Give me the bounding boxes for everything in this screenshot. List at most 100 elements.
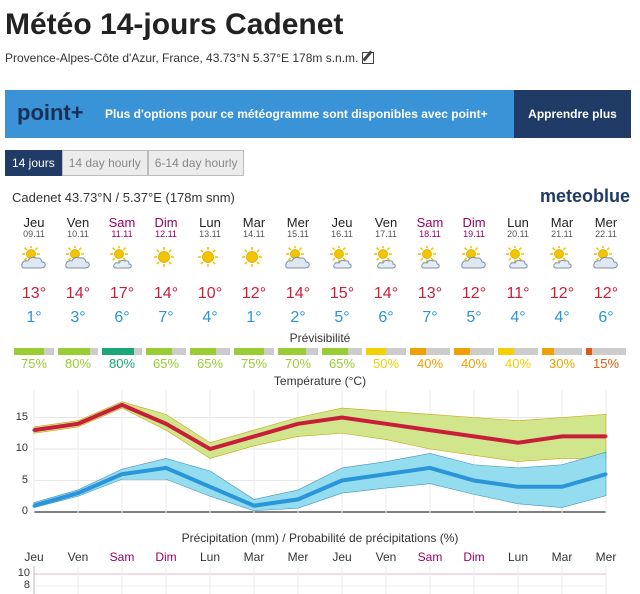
min-temperature: 5° [334, 309, 350, 326]
predictability-percent: 15% [592, 356, 620, 371]
min-temperature: 1° [246, 309, 262, 326]
day-name: Mar [242, 215, 266, 230]
day-name: Sam [416, 215, 444, 230]
precipitation-day-label: Mer [287, 550, 309, 564]
max-temperature-line [33, 402, 606, 452]
day-date: 21.11 [551, 229, 573, 239]
predictability-fill [410, 348, 426, 355]
max-temperature: 14° [285, 285, 311, 302]
predictability-percent: 80% [64, 356, 92, 371]
day-date: 16.11 [331, 229, 353, 239]
predictability-percent: 40% [460, 356, 488, 371]
precipitation-axis-tick: 10 [17, 567, 30, 579]
predictability-bar [366, 348, 406, 355]
precipitation-day-label: Dim [155, 550, 177, 564]
partly-cloudy-icon [584, 246, 628, 276]
precipitation-day-label: Mer [595, 550, 617, 564]
day-date: 19.11 [463, 229, 485, 239]
sun-cloud-icon [540, 246, 584, 276]
tab-14-days[interactable]: 14 jours [5, 150, 62, 176]
sunny-icon [144, 246, 188, 276]
temperature-chart-title: Température (°C) [273, 374, 367, 388]
predictability-fill [322, 348, 348, 355]
min-temperature-point [252, 504, 256, 508]
predictability-fill [278, 348, 306, 355]
predictability-bar [278, 348, 318, 355]
max-temperature-point [120, 403, 124, 407]
predictability-bar [410, 348, 450, 355]
min-temperature: 1° [26, 309, 42, 326]
predictability-bar [586, 348, 626, 355]
precipitation-day-label: Dim [463, 550, 485, 564]
precipitation-day-label: Sam [417, 550, 443, 564]
min-temperature-point [472, 479, 476, 482]
max-temperature: 10° [197, 285, 223, 302]
day-name: Lun [199, 215, 221, 230]
min-temperature-band [33, 451, 607, 512]
min-temperature-point [428, 466, 432, 470]
predictability-percent: 80% [108, 356, 136, 371]
min-temperature: 4° [510, 309, 526, 326]
predictability-percent: 40% [416, 356, 444, 371]
day-name: Mar [550, 215, 574, 230]
predictability-bar [322, 348, 362, 355]
partly-cloudy-icon [276, 246, 320, 276]
sun-cloud-icon [320, 246, 364, 276]
point-plus-banner: point+ Plus d'options pour ce météogramm… [5, 90, 631, 138]
max-temperature: 11° [506, 285, 530, 302]
day-name: Ven [374, 215, 398, 230]
min-temperature-point [340, 479, 344, 482]
temperature-axis-tick: 0 [21, 505, 28, 517]
max-temperature-point [208, 447, 212, 451]
precipitation-day-label: Mar [243, 550, 265, 564]
temperature-axis-tick: 15 [15, 410, 28, 423]
min-temperature-point [208, 485, 212, 489]
precipitation-day-label: Sam [109, 550, 135, 564]
max-temperature: 17° [109, 285, 135, 302]
location-subtitle-text: Provence-Alpes-Côte d'Azur, France, 43.7… [5, 51, 359, 65]
edit-icon[interactable] [362, 52, 375, 64]
sun-cloud-icon [364, 246, 408, 276]
forecast-tabs: 14 jours 14 day hourly 6-14 day hourly [5, 150, 245, 176]
learn-more-button[interactable]: Apprendre plus [514, 90, 631, 138]
predictability-percent: 40% [504, 356, 532, 371]
min-temperature-point [76, 491, 80, 495]
min-temperature: 6° [598, 309, 614, 326]
precipitation-day-label: Jeu [24, 550, 44, 564]
precipitation-axis-tick: 8 [23, 579, 30, 591]
predictability-label: Prévisibilité [289, 331, 351, 345]
meteoblue-logo[interactable]: meteoblue [539, 186, 630, 206]
predictability-fill [366, 348, 386, 355]
max-temperature-point [296, 422, 300, 426]
max-temperature-point [32, 428, 36, 432]
sun-cloud-icon [100, 246, 144, 276]
min-temperature-point [604, 472, 608, 476]
predictability-fill [586, 348, 592, 355]
max-temperature-point [560, 434, 564, 438]
min-temperature-point [296, 497, 300, 501]
min-temperature-point [384, 472, 388, 476]
precipitation-grid [33, 566, 607, 594]
day-date: 15.11 [287, 229, 309, 239]
predictability-fill [14, 348, 44, 355]
precipitation-chart-title: Précipitation (mm) / Probabilité de préc… [181, 531, 459, 545]
predictability-fill [234, 348, 264, 355]
precipitation-day-label: Ven [67, 550, 89, 564]
predictability-bar [234, 348, 274, 355]
min-temperature: 2° [290, 309, 306, 326]
banner-message: Plus d'options pour ce météogramme sont … [105, 107, 488, 121]
tab-6-14-day-hourly[interactable]: 6-14 day hourly [147, 150, 245, 176]
predictability-percent: 50% [372, 356, 400, 371]
max-temperature: 14° [373, 285, 399, 302]
sun-cloud-icon [408, 246, 452, 276]
predictability-percent: 75% [20, 356, 48, 371]
point-plus-logo: point+ [17, 100, 84, 125]
min-temperature: 4° [202, 309, 218, 326]
day-name: Ven [66, 215, 90, 230]
day-date: 22.11 [595, 229, 617, 239]
day-name: Dim [154, 215, 178, 230]
tab-14-day-hourly[interactable]: 14 day hourly [61, 150, 148, 176]
predictability-fill [190, 348, 216, 355]
predictability-percent: 70% [284, 356, 312, 371]
day-date: 14.11 [243, 229, 265, 239]
